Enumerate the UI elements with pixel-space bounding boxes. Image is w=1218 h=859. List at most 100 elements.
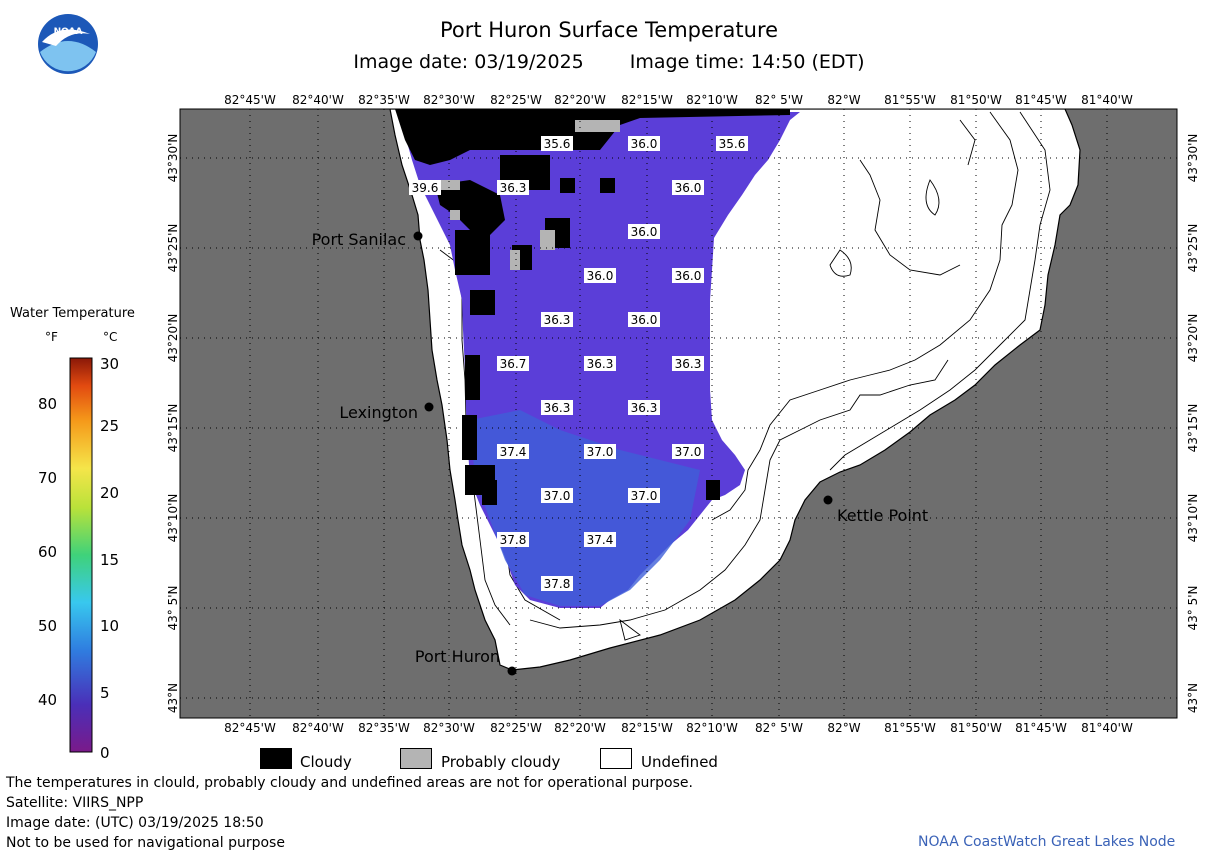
lon-label-bottom: 82°10'W — [686, 721, 738, 735]
lat-label-left: 43°15'N — [166, 404, 180, 453]
temperature-label-bg — [584, 532, 616, 547]
colorbar-tick-c: 5 — [100, 684, 110, 702]
probably-cloudy-mask — [440, 120, 620, 270]
footer-disclaimer: The temperatures in clould, probably clo… — [6, 775, 693, 791]
temperature-label: 36.7 — [500, 357, 527, 371]
lon-label-bottom: 82°W — [827, 721, 860, 735]
colorbar-tick-f: 40 — [38, 691, 58, 709]
temperature-label-bg — [497, 444, 529, 459]
image-datetime: Image date: 03/19/2025 Image time: 14:50… — [0, 51, 1218, 73]
temperature-labels: 35.6 36.0 35.6 39.6 36.3 36.0 36.0 36.0 36.0 36.3… — [409, 136, 748, 591]
unit-celsius: °C — [103, 330, 118, 344]
temperature-label: 36.0 — [675, 181, 702, 195]
colorbar-tick-c: 25 — [100, 417, 120, 435]
temperature-label: 36.3 — [587, 357, 614, 371]
temperature-label-bg — [628, 136, 660, 151]
temperature-label-bg — [584, 356, 616, 371]
temperature-label: 36.0 — [631, 313, 658, 327]
temperature-label-bg — [628, 488, 660, 503]
credit-link[interactable]: NOAA CoastWatch Great Lakes Node — [918, 834, 1176, 850]
longitude-labels: 82°45'W 82°40'W 82°35'W 82°30'W 82°25'W … — [224, 93, 1133, 735]
map-area — [180, 109, 1177, 718]
temperature-label-bg — [409, 180, 441, 195]
temperature-label: 36.0 — [675, 269, 702, 283]
lon-label-top: 81°50'W — [950, 93, 1002, 107]
temperature-label: 36.3 — [631, 401, 658, 415]
lon-label-top: 82°35'W — [358, 93, 410, 107]
latitude-labels: 43°30'N 43°25'N 43°20'N 43°15'N 43°10'N … — [166, 134, 1200, 714]
graticule — [180, 109, 1177, 718]
lon-label-bottom: 82° 5'W — [755, 721, 803, 735]
temperature-label-bg — [672, 444, 704, 459]
port-huron-marker — [507, 666, 517, 676]
temperature-label-bg — [672, 268, 704, 283]
lon-label-bottom: 81°45'W — [1015, 721, 1067, 735]
lon-label-top: 82°20'W — [554, 93, 606, 107]
place-label-lexington: Lexington — [339, 403, 418, 422]
lon-label-top: 81°40'W — [1081, 93, 1133, 107]
footer-satellite: Satellite: VIIRS_NPP — [6, 795, 144, 811]
colorbar-tick-c: 15 — [100, 551, 120, 569]
legend-swatch-cloudy — [260, 748, 292, 769]
legend-label-cloudy: Cloudy — [300, 753, 352, 771]
temperature-label-bg — [497, 532, 529, 547]
temperature-label: 36.3 — [544, 313, 571, 327]
legend-label-undefined: Undefined — [641, 753, 718, 771]
temperature-label-bg — [541, 400, 573, 415]
lat-label-left: 43°20'N — [166, 314, 180, 363]
lon-label-top: 82°10'W — [686, 93, 738, 107]
image-date: Image date: 03/19/2025 — [353, 51, 584, 73]
unit-fahrenheit: °F — [45, 330, 58, 344]
place-label-port-sanilac: Port Sanilac — [312, 230, 406, 249]
port-sanilac-marker — [413, 231, 423, 241]
temperature-label-bg — [541, 136, 573, 151]
temperature-label-bg — [716, 136, 748, 151]
temperature-label-bg — [672, 356, 704, 371]
lon-label-bottom: 82°30'W — [423, 721, 475, 735]
lon-label-top: 82°45'W — [224, 93, 276, 107]
colorbar-tick-f: 50 — [38, 617, 58, 635]
noaa-logo: NOAA — [38, 14, 98, 74]
lon-label-top: 81°55'W — [884, 93, 936, 107]
footer-image-date-utc: Image date: (UTC) 03/19/2025 18:50 — [6, 815, 264, 831]
lat-label-left: 43°10'N — [166, 494, 180, 543]
map-frame — [179, 108, 1178, 719]
lat-label-right: 43°N — [1186, 683, 1200, 713]
temperature-label-bg — [541, 576, 573, 591]
temperature-label: 37.0 — [587, 445, 614, 459]
temperature-label-bg — [628, 224, 660, 239]
lon-label-bottom: 81°55'W — [884, 721, 936, 735]
lon-label-top: 82° 5'W — [755, 93, 803, 107]
temperature-label: 36.0 — [587, 269, 614, 283]
place-label-port-huron: Port Huron — [415, 647, 500, 666]
lon-label-bottom: 82°20'W — [554, 721, 606, 735]
temperature-label-bg — [541, 488, 573, 503]
colorbar-tick-c: 10 — [100, 617, 120, 635]
temperature-label: 36.3 — [675, 357, 702, 371]
temperature-label-bg — [541, 312, 573, 327]
temperature-label: 37.8 — [544, 577, 571, 591]
temperature-label-bg — [672, 180, 704, 195]
legend-label-probably-cloudy: Probably cloudy — [441, 753, 561, 771]
lon-label-bottom: 82°15'W — [621, 721, 673, 735]
lon-label-bottom: 82°40'W — [292, 721, 344, 735]
temperature-label: 36.3 — [500, 181, 527, 195]
lat-label-left: 43°N — [166, 683, 180, 713]
colorbar — [69, 357, 93, 753]
temperature-label-bg — [497, 356, 529, 371]
lat-label-right: 43°20'N — [1186, 314, 1200, 363]
colorbar-tick-c: 20 — [100, 484, 120, 502]
place-label-kettle-point: Kettle Point — [837, 506, 928, 525]
colorbar-tick-f: 70 — [38, 469, 58, 487]
temperature-label: 37.0 — [631, 489, 658, 503]
lon-label-bottom: 82°25'W — [490, 721, 542, 735]
lon-label-top: 82°40'W — [292, 93, 344, 107]
lon-label-top: 82°W — [827, 93, 860, 107]
lon-label-bottom: 82°35'W — [358, 721, 410, 735]
temperature-label: 37.8 — [500, 533, 527, 547]
temperature-label-bg — [584, 268, 616, 283]
colorbar-tick-c: 30 — [100, 355, 120, 373]
lat-label-right: 43°15'N — [1186, 404, 1200, 453]
lon-label-bottom: 82°45'W — [224, 721, 276, 735]
